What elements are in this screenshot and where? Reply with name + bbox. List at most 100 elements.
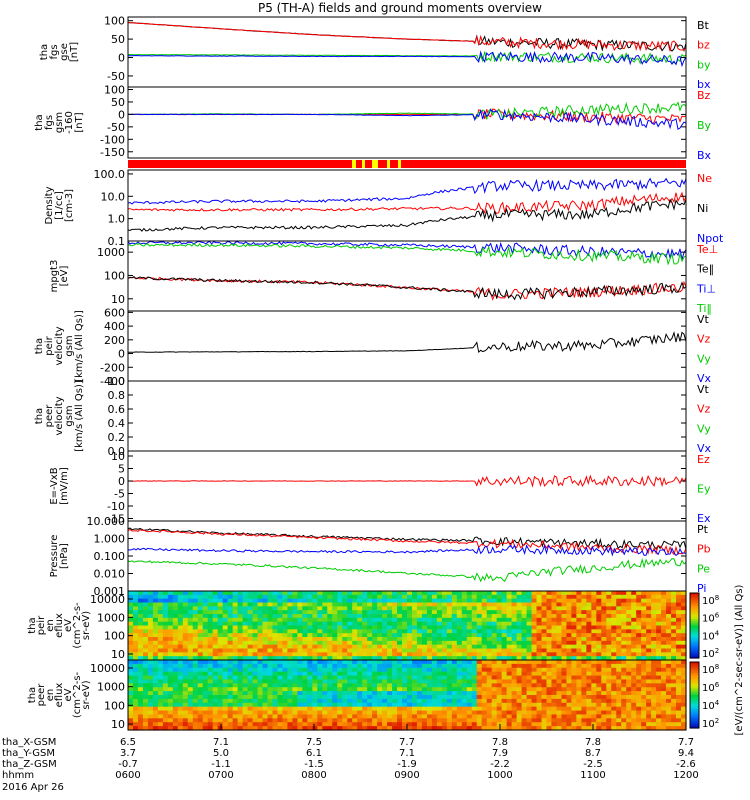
mode-bar [128, 160, 686, 168]
y-axis-label: sr-eV) [81, 680, 92, 709]
y-axis-label: [km/s (All Qs)] [74, 380, 85, 452]
y-axis-label: [cm-3] [64, 189, 75, 222]
legend-Ni: Ni [697, 202, 708, 215]
y-tick-label: 100 [104, 699, 125, 712]
legend-Te: Te⊥ [696, 243, 718, 256]
x-tick-label: 7.1 [213, 737, 229, 748]
y-tick-label: 10.0 [101, 190, 126, 203]
y-tick-label: 10 [111, 450, 125, 463]
y-tick-label: -200 [100, 361, 125, 374]
y-axis-label: gsm [64, 335, 75, 356]
y-tick-label: 1000 [97, 681, 125, 694]
legend-Pi: Pi [697, 582, 706, 595]
y-axis-label: fgs [49, 44, 60, 59]
panel-frame [127, 450, 687, 522]
y-tick-label: 0.100 [94, 550, 126, 563]
legend-by: by [697, 58, 711, 71]
series-Pe-line [128, 557, 686, 583]
y-axis-label: [eV] [59, 266, 70, 287]
y-axis-label: mpgt3 [49, 260, 60, 293]
colorbar-tick: 108 [702, 663, 719, 676]
y-axis-label: peir [36, 615, 47, 635]
x-tick-label: 7.7 [678, 737, 694, 748]
series-Ti-line [128, 243, 686, 266]
y-tick-label: 0 [118, 348, 125, 361]
x-tick-label: 1000 [487, 770, 512, 781]
x-tick-label: -1.5 [304, 759, 324, 770]
y-axis-label: tha [34, 408, 45, 424]
y-axis-label: (cm^2-s- [72, 602, 83, 649]
y-axis-label: peer [44, 404, 55, 428]
x-tick-label: 0800 [301, 770, 326, 781]
y-axis-label: velocity [54, 396, 65, 435]
colorbar-tick: 106 [702, 612, 720, 625]
y-tick-label: 0.1 [108, 235, 126, 248]
y-tick-label: 0.001 [94, 585, 126, 598]
x-tick-label: -2.5 [583, 759, 603, 770]
y-axis-label: Pressure [49, 535, 60, 578]
y-axis-label: gse [59, 43, 70, 61]
legend-Bx: Bx [697, 149, 712, 162]
legend-bx: bx [697, 78, 711, 91]
colorbar-tick: 106 [702, 681, 720, 694]
y-tick-label: 5 [118, 463, 125, 476]
plot-title: P5 (TH-A) fields and ground moments over… [258, 1, 542, 15]
legend-Te: Te‖ [696, 263, 714, 276]
y-axis-label: eflux [54, 683, 65, 708]
y-tick-label: 1.000 [94, 533, 126, 546]
y-tick-label: 1000 [97, 611, 125, 624]
legend-Pt: Pt [697, 523, 709, 536]
y-tick-label: 10000 [90, 593, 125, 606]
x-row-label: tha_Z-GSM [2, 759, 57, 770]
x-tick-label: 7.5 [306, 737, 322, 748]
colorbar-2: 108 106 104 102 [689, 661, 720, 730]
y-tick-label: 50 [111, 33, 125, 46]
date-label: 2016 Apr 26 [2, 782, 64, 793]
legend-Bt: Bt [697, 19, 710, 32]
x-tick-label: 0700 [208, 770, 233, 781]
x-tick-label: 7.1 [399, 748, 415, 759]
panel-frame [127, 86, 687, 159]
series-Ne-line [128, 191, 686, 215]
y-axis-label: [mV/m] [59, 467, 70, 505]
y-axis-label: eV [63, 619, 74, 632]
y-tick-label: -400 [100, 375, 125, 388]
y-tick-label: 100 [104, 83, 125, 96]
y-tick-label: -150 [100, 146, 125, 159]
y-axis-label: -160 [64, 111, 75, 134]
panel-pressure: 10.000 1.000 0.100 0.010 0.001 Pressure [nPa] P… [49, 515, 711, 598]
panel-frame [127, 310, 687, 382]
y-axis-label: tha [27, 687, 38, 703]
series-Vtpeir-line [128, 331, 686, 354]
y-tick-label: 0.4 [108, 417, 126, 430]
y-tick-label: 0.8 [108, 389, 126, 402]
y-axis-label: [nPa] [59, 543, 70, 569]
series-By-line [128, 101, 686, 120]
legend-Vt: Vt [697, 313, 710, 326]
y-tick-label: 600 [104, 306, 125, 319]
y-tick-label: 200 [104, 334, 125, 347]
legend-Vz: Vz [697, 403, 711, 416]
series-bx-line [128, 50, 686, 68]
x-row-label: tha_Y-GSM [2, 748, 55, 759]
series-Pt-line [128, 527, 686, 550]
x-tick-label: 1200 [673, 770, 698, 781]
y-axis-label: (cm^2-s- [72, 671, 83, 718]
y-tick-label: 0 [118, 52, 125, 65]
y-axis-label: en [45, 689, 56, 702]
colorbar-1: 108 106 104 102 [689, 592, 720, 660]
series-Te-line [128, 275, 686, 301]
y-axis-label: eV [63, 688, 74, 701]
series-bz-line [128, 22, 686, 52]
y-tick-label: 100.0 [94, 168, 126, 181]
legend-Vx: Vx [697, 442, 712, 455]
series-Pb-line [128, 528, 686, 556]
y-tick-label: 0 [118, 475, 125, 488]
x-tick-label: 6.5 [120, 737, 136, 748]
y-axis-label: E=-VxB [49, 467, 60, 504]
y-axis-label: [km/s (All Qs)] [74, 310, 85, 382]
colorbar-tick: 104 [702, 629, 720, 642]
x-tick-label: -1.9 [397, 759, 417, 770]
y-tick-label: -15 [107, 513, 125, 526]
x-tick-label: -1.1 [211, 759, 231, 770]
